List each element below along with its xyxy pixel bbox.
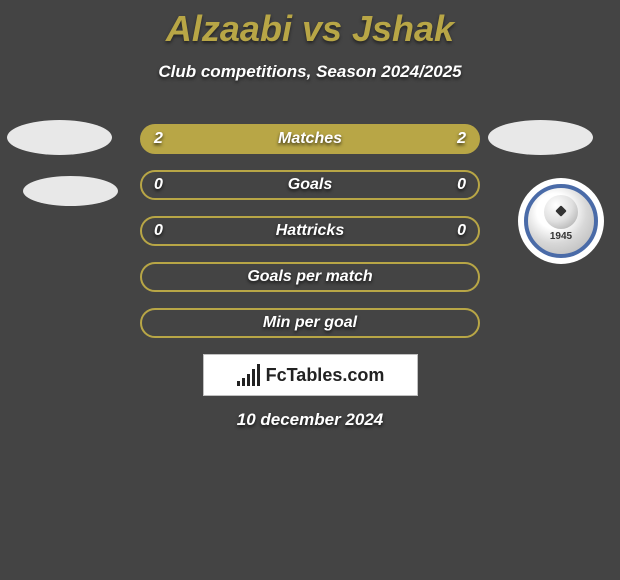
stat-label: Min per goal [263, 314, 357, 332]
player-left-badge-2 [23, 176, 118, 206]
brand-icon-bar [252, 369, 255, 386]
club-badge-ball-icon [544, 195, 578, 229]
stat-value-left: 0 [154, 176, 163, 194]
stat-value-right: 2 [457, 130, 466, 148]
stat-value-right: 0 [457, 222, 466, 240]
stat-value-right: 0 [457, 176, 466, 194]
player-right-badge-1 [488, 120, 593, 155]
stat-row: 0 Goals 0 [140, 170, 480, 200]
stat-row: 2 Matches 2 [140, 124, 480, 154]
stats-table: 2 Matches 2 0 Goals 0 0 Hattricks 0 Goals per mat… [140, 124, 480, 354]
club-badge-inner: 1945 [524, 184, 598, 258]
brand-icon-bar [237, 381, 240, 386]
stat-value-left: 2 [154, 130, 163, 148]
subtitle: Club competitions, Season 2024/2025 [0, 62, 620, 82]
brand-icon-bar [257, 364, 260, 386]
brand-chart-icon [237, 364, 260, 386]
player-right-club-badge: 1945 [518, 178, 604, 264]
stat-row: Goals per match [140, 262, 480, 292]
brand-text: FcTables.com [266, 365, 385, 386]
date-text: 10 december 2024 [0, 410, 620, 430]
stat-label: Hattricks [276, 222, 344, 240]
brand-box: FcTables.com [203, 354, 418, 396]
stat-label: Matches [278, 130, 342, 148]
page-title: Alzaabi vs Jshak [0, 0, 620, 50]
stat-row: 0 Hattricks 0 [140, 216, 480, 246]
stat-label: Goals [288, 176, 332, 194]
stat-value-left: 0 [154, 222, 163, 240]
club-badge-year: 1945 [550, 231, 572, 242]
stat-row: Min per goal [140, 308, 480, 338]
brand-icon-bar [242, 378, 245, 386]
player-left-badge-1 [7, 120, 112, 155]
brand-icon-bar [247, 374, 250, 386]
stat-label: Goals per match [247, 268, 372, 286]
